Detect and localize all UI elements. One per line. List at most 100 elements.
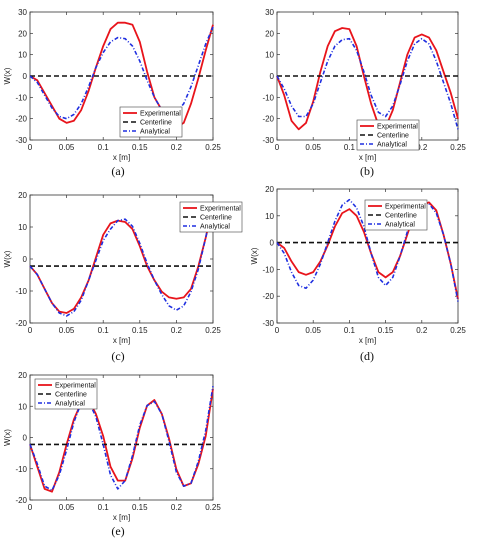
legend-box bbox=[179, 201, 243, 233]
y-tick-label: 0 bbox=[23, 434, 28, 443]
legend-box bbox=[364, 199, 428, 231]
panel-c: 0 0.05 0.1 0.15 0.2 0.25 -20 -10 0 10 20 x [m] W(x) E… bbox=[0, 183, 245, 366]
x-tick-label: 0.05 bbox=[305, 326, 321, 335]
series-line-analytical bbox=[29, 26, 214, 120]
x-tick-label: 0.05 bbox=[59, 503, 75, 512]
series-line-analytical bbox=[276, 198, 459, 302]
x-tick-label: 0 bbox=[275, 326, 280, 335]
x-axis-label: x [m] bbox=[359, 153, 376, 162]
series-line-analytical bbox=[276, 37, 459, 130]
legend-label-experimental: Experimental bbox=[385, 204, 426, 211]
series-line-experimental bbox=[29, 388, 214, 493]
legend: Experimental Centerline Analytical bbox=[356, 119, 420, 151]
legend: Experimental Centerline Analytical bbox=[364, 199, 428, 231]
x-tick-label: 0.2 bbox=[171, 326, 183, 335]
caption-b: (b) bbox=[360, 164, 374, 178]
panel-e: 0 0.05 0.1 0.15 0.2 0.25 -20 -10 0 10 20 x [m] W(x) E… bbox=[0, 366, 245, 550]
x-tick-label: 0.15 bbox=[132, 143, 148, 152]
series-line-experimental bbox=[29, 21, 214, 129]
x-tick-label: 0.15 bbox=[132, 326, 148, 335]
caption-e: (e) bbox=[111, 524, 125, 538]
x-tick-label: 0.2 bbox=[416, 326, 428, 335]
legend-label-experimental: Experimental bbox=[200, 206, 241, 213]
y-tick-label: 20 bbox=[265, 29, 274, 38]
y-tick-label: 0 bbox=[23, 255, 28, 264]
panel-a: 0 0.05 0.1 0.15 0.2 0.25 -30 -20 -10 0 10 20 30 x [m]… bbox=[0, 0, 245, 183]
legend-label-analytical: Analytical bbox=[385, 222, 415, 229]
y-axis-label: W(x) bbox=[3, 429, 12, 446]
legend-label-centerline: Centerline bbox=[377, 133, 409, 140]
y-tick-label: 20 bbox=[18, 29, 27, 38]
legend-label-experimental: Experimental bbox=[377, 124, 418, 131]
legend-label-analytical: Analytical bbox=[200, 224, 230, 231]
y-axis-label: W(x) bbox=[3, 250, 12, 267]
x-tick-label: 0.1 bbox=[98, 503, 110, 512]
legend-label-experimental: Experimental bbox=[55, 383, 96, 390]
legend-label-centerline: Centerline bbox=[55, 392, 87, 399]
x-tick-label: 0 bbox=[28, 143, 33, 152]
y-tick-label: 10 bbox=[265, 212, 274, 221]
x-axis-label: x [m] bbox=[113, 153, 130, 162]
chart-svg: 0 0.05 0.1 0.15 0.2 0.25 -30 -20 -10 0 10 20 x [m] W(… bbox=[250, 185, 466, 345]
y-tick-label: -10 bbox=[15, 465, 27, 474]
y-tick-label: -10 bbox=[262, 265, 274, 274]
legend-label-analytical: Analytical bbox=[140, 129, 170, 136]
series-line-analytical bbox=[29, 203, 214, 317]
x-tick-label: 0.1 bbox=[344, 143, 356, 152]
y-tick-label: -20 bbox=[15, 115, 27, 124]
series-line-experimental bbox=[29, 206, 214, 314]
panel-d: 0 0.05 0.1 0.15 0.2 0.25 -30 -20 -10 0 10 20 x [m] W(… bbox=[245, 183, 489, 366]
y-tick-label: -10 bbox=[15, 287, 27, 296]
caption-a: (a) bbox=[111, 164, 125, 178]
y-tick-label: -30 bbox=[15, 136, 27, 145]
caption-d: (d) bbox=[360, 349, 374, 363]
x-axis-label: x [m] bbox=[359, 336, 376, 345]
x-tick-label: 0.1 bbox=[344, 326, 356, 335]
y-tick-label: 20 bbox=[265, 185, 274, 194]
x-axis-label: x [m] bbox=[113, 336, 130, 345]
y-tick-label: -20 bbox=[262, 115, 274, 124]
y-tick-label: -30 bbox=[262, 319, 274, 328]
y-tick-label: 0 bbox=[23, 72, 28, 81]
x-tick-label: 0.15 bbox=[132, 503, 148, 512]
legend-label-analytical: Analytical bbox=[55, 401, 85, 408]
y-tick-label: 10 bbox=[18, 402, 27, 411]
x-tick-label: 0 bbox=[275, 143, 280, 152]
chart-svg: 0 0.05 0.1 0.15 0.2 0.25 -20 -10 0 10 20 x [m] W(x) E… bbox=[3, 371, 221, 522]
x-tick-label: 0.2 bbox=[171, 503, 183, 512]
y-tick-label: 0 bbox=[270, 72, 275, 81]
x-tick-label: 0.25 bbox=[450, 143, 466, 152]
legend-label-centerline: Centerline bbox=[200, 215, 232, 222]
y-tick-label: 10 bbox=[265, 51, 274, 60]
x-tick-label: 0 bbox=[28, 326, 33, 335]
x-tick-label: 0.05 bbox=[59, 326, 75, 335]
y-tick-label: 30 bbox=[18, 8, 27, 17]
caption-c: (c) bbox=[111, 349, 125, 363]
x-tick-label: 0 bbox=[28, 503, 33, 512]
y-tick-label: -10 bbox=[15, 93, 27, 102]
x-tick-label: 0.25 bbox=[205, 326, 221, 335]
chart-svg: 0 0.05 0.1 0.15 0.2 0.25 -20 -10 0 10 20 x [m] W(x) E… bbox=[3, 191, 243, 345]
y-tick-label: -20 bbox=[15, 496, 27, 505]
y-tick-label: -10 bbox=[262, 93, 274, 102]
legend-label-centerline: Centerline bbox=[385, 213, 417, 220]
y-tick-label: 20 bbox=[18, 191, 27, 200]
x-tick-label: 0.25 bbox=[205, 143, 221, 152]
series-line-analytical bbox=[29, 385, 214, 492]
x-tick-label: 0.25 bbox=[450, 326, 466, 335]
legend-label-experimental: Experimental bbox=[140, 111, 181, 118]
x-tick-label: 0.1 bbox=[98, 143, 110, 152]
x-tick-label: 0.15 bbox=[378, 326, 394, 335]
legend-label-centerline: Centerline bbox=[140, 120, 172, 127]
legend: Experimental Centerline Analytical bbox=[34, 378, 98, 410]
y-tick-label: 20 bbox=[18, 371, 27, 380]
x-tick-label: 0.2 bbox=[171, 143, 183, 152]
x-tick-label: 0.25 bbox=[205, 503, 221, 512]
y-tick-label: 10 bbox=[18, 223, 27, 232]
y-tick-label: -30 bbox=[262, 136, 274, 145]
y-tick-label: 0 bbox=[270, 239, 275, 248]
y-tick-label: 10 bbox=[18, 51, 27, 60]
